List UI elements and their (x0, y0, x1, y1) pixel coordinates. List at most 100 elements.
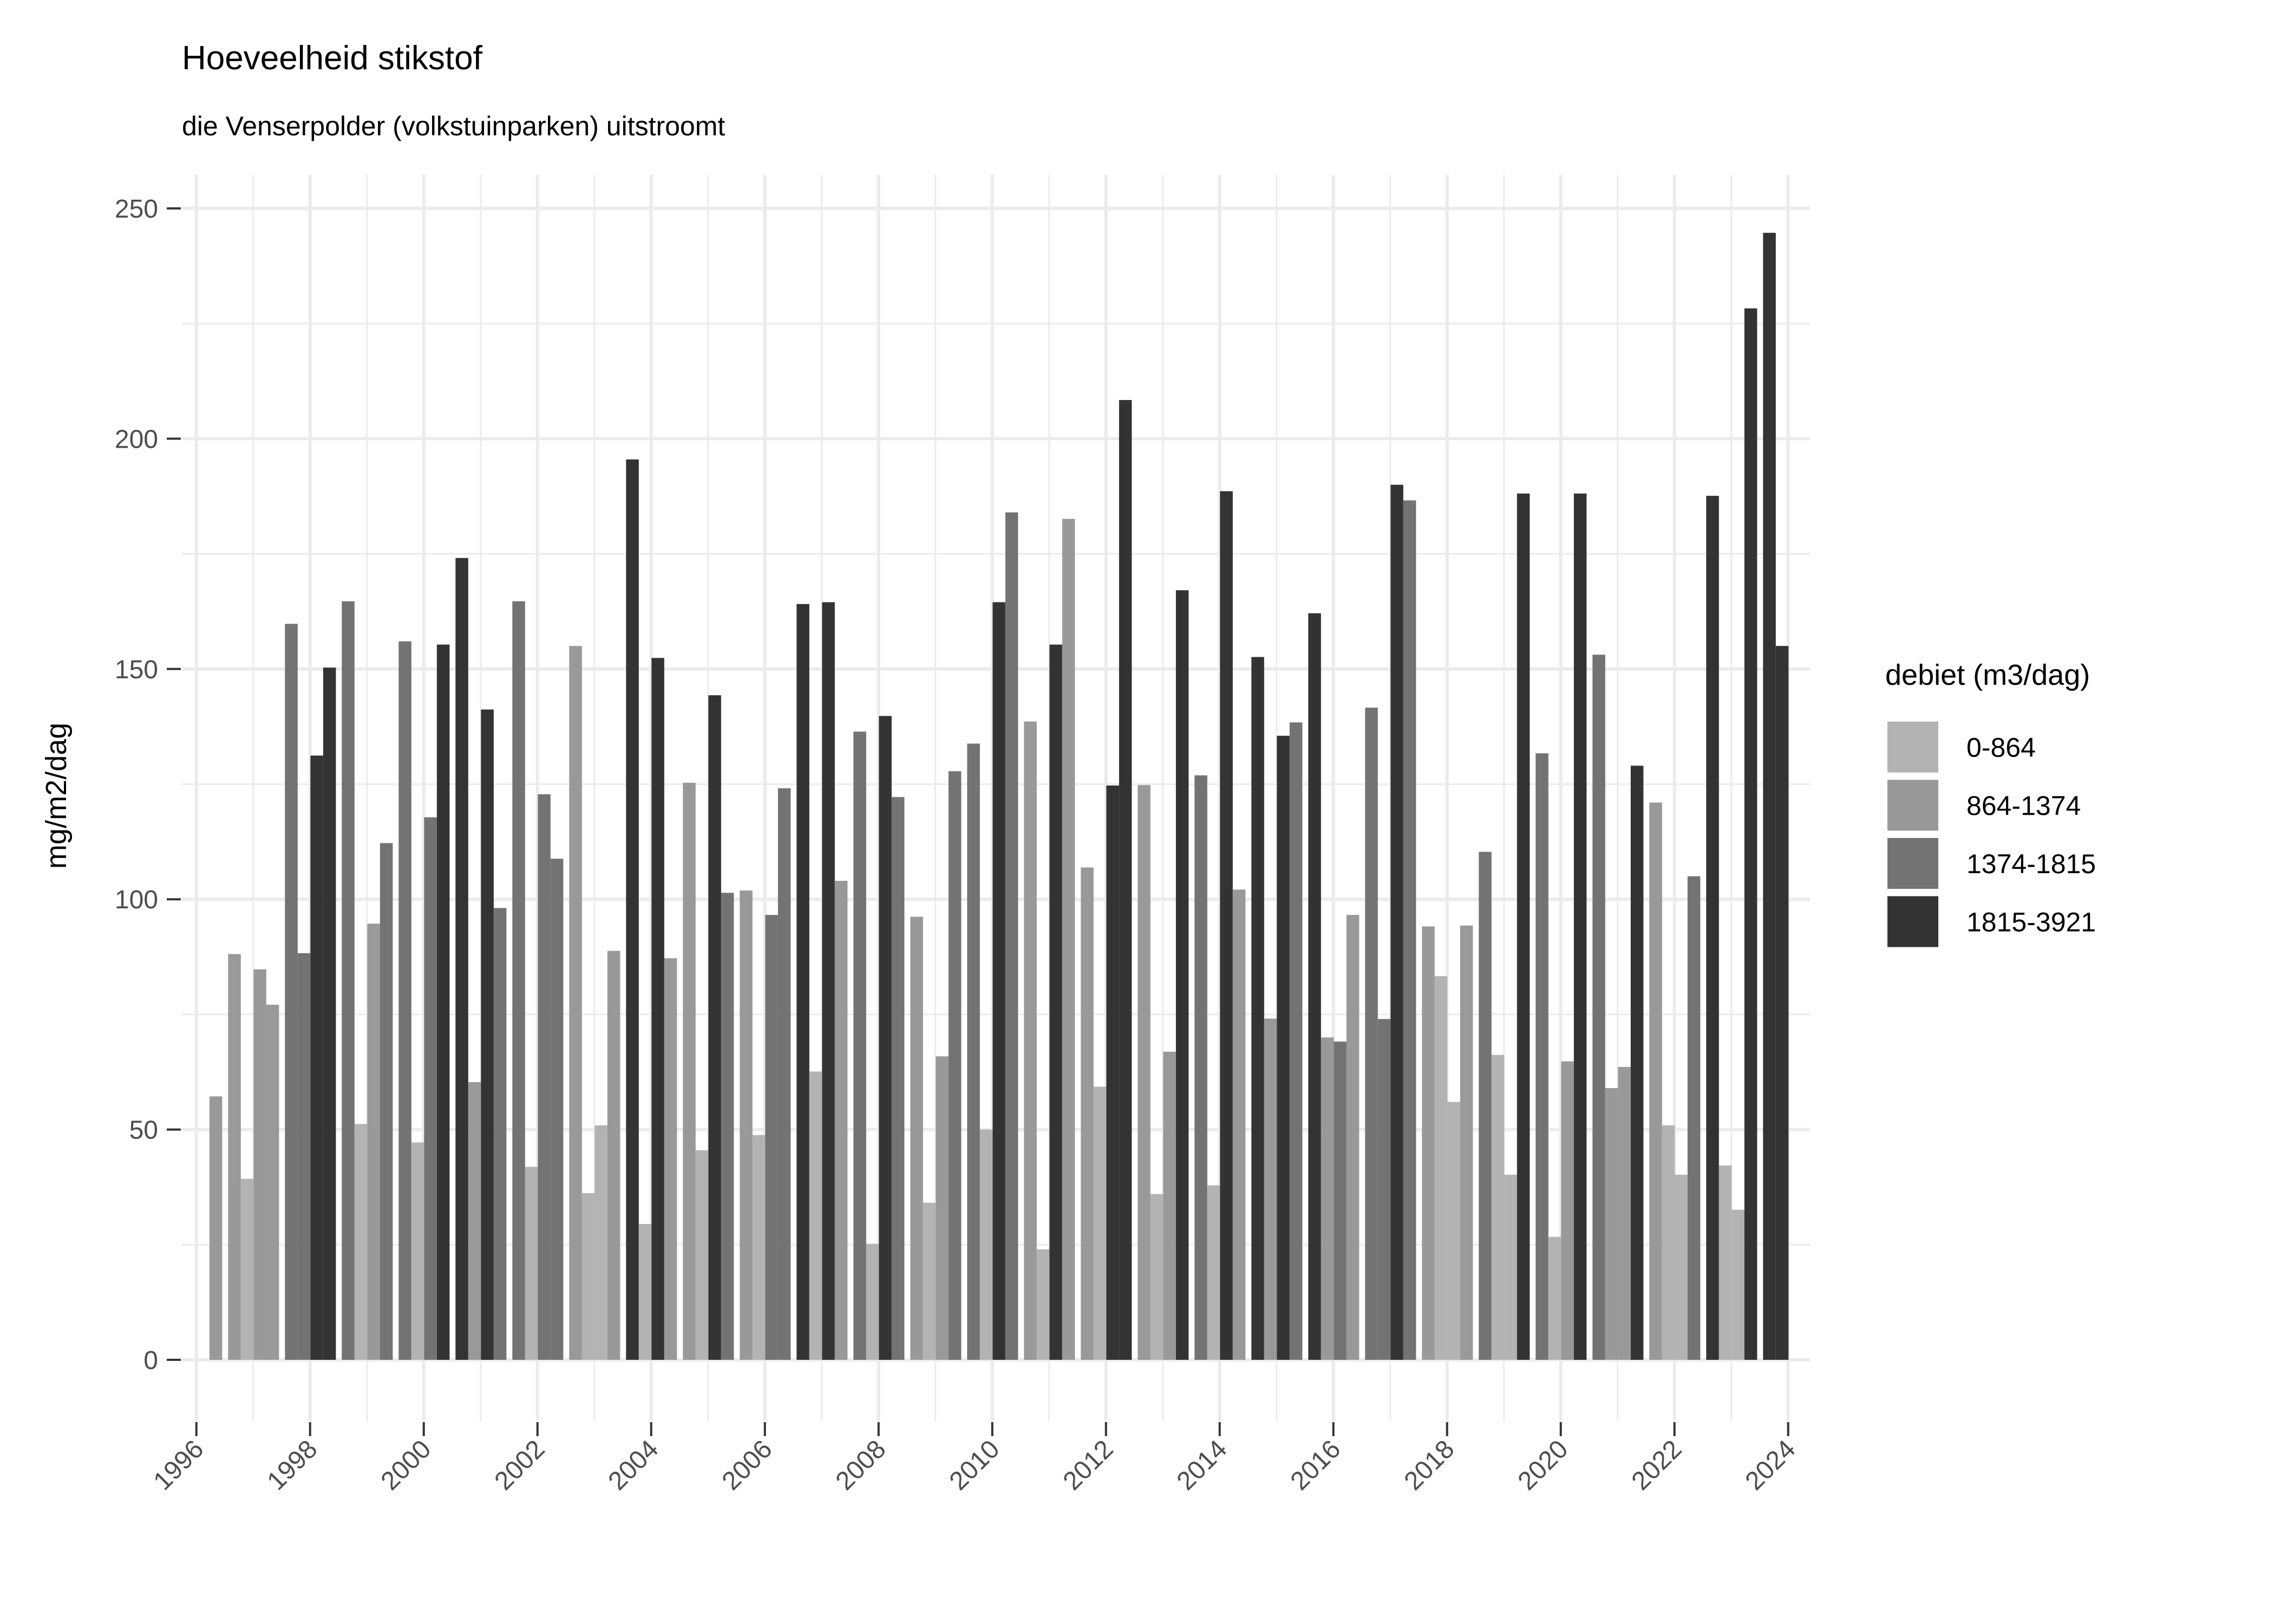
bar (1005, 512, 1018, 1360)
y-tick-label: 100 (115, 886, 158, 914)
bar (1731, 1209, 1744, 1360)
bar (1592, 654, 1605, 1360)
bar (979, 1129, 993, 1360)
x-tick-label: 2012 (1057, 1435, 1119, 1496)
bar (1106, 785, 1119, 1360)
bar (752, 1135, 766, 1360)
chart-title: Hoeveelheid stikstof (182, 40, 483, 77)
bar (891, 797, 905, 1360)
x-tick-label: 2000 (375, 1435, 436, 1496)
bar (1207, 1185, 1220, 1360)
bar (1718, 1165, 1732, 1360)
bar (1605, 1088, 1618, 1360)
bar (1662, 1125, 1675, 1360)
bar (853, 731, 866, 1360)
bar (354, 1124, 368, 1360)
legend-label: 1815-3921 (1966, 907, 2096, 938)
bar (1517, 493, 1530, 1360)
bar (1194, 775, 1207, 1360)
bar (1220, 491, 1233, 1360)
bar (626, 459, 639, 1360)
bar (468, 1082, 481, 1360)
bar (1308, 613, 1321, 1360)
y-tick-label: 50 (129, 1116, 158, 1145)
bar (796, 604, 809, 1360)
bar (1763, 233, 1776, 1360)
bar (683, 782, 696, 1360)
bar (822, 602, 835, 1360)
bar (481, 709, 494, 1360)
x-tick-label: 1996 (148, 1435, 209, 1496)
bar (1138, 785, 1151, 1360)
bar (285, 624, 298, 1360)
bar (228, 954, 241, 1360)
bar (342, 601, 355, 1360)
bar (1775, 646, 1789, 1360)
bar (695, 1150, 709, 1360)
bar (1377, 1019, 1391, 1360)
bar (721, 893, 734, 1360)
bar (209, 1096, 223, 1360)
y-tick-label: 250 (115, 195, 158, 224)
bar (740, 890, 753, 1360)
bar (834, 881, 848, 1360)
bar (936, 1056, 949, 1360)
bar (879, 716, 892, 1360)
bar (310, 755, 323, 1360)
bar (550, 859, 564, 1360)
legend-key (1887, 722, 1938, 772)
bar (398, 641, 411, 1360)
bar (424, 817, 437, 1360)
bar (1573, 493, 1587, 1360)
bar (1036, 1249, 1050, 1360)
bar (1706, 495, 1719, 1360)
bar (581, 1193, 595, 1360)
bar (455, 558, 468, 1360)
bar (1277, 736, 1290, 1360)
x-tick-label: 2006 (716, 1435, 777, 1496)
bar (1649, 802, 1662, 1360)
bar (411, 1142, 424, 1360)
bar (538, 794, 551, 1360)
bar (240, 1178, 254, 1360)
bar (1447, 1102, 1460, 1360)
bar (1062, 519, 1075, 1360)
bar (1618, 1066, 1631, 1360)
x-tick-label: 2014 (1171, 1435, 1232, 1496)
bar (1403, 500, 1416, 1360)
bar (1264, 1018, 1277, 1360)
bar (1321, 1037, 1334, 1360)
bar (1535, 753, 1548, 1360)
bar (525, 1167, 538, 1360)
bar (765, 915, 778, 1360)
y-tick-label: 200 (115, 425, 158, 454)
bar (1289, 722, 1303, 1360)
bar (1163, 1051, 1176, 1360)
bar (967, 743, 980, 1360)
bar (1150, 1194, 1164, 1360)
legend-key (1887, 896, 1938, 947)
bar (1081, 867, 1094, 1360)
bar (910, 916, 923, 1360)
bar (651, 658, 664, 1360)
bar (436, 644, 450, 1360)
bar (493, 908, 507, 1360)
legend-label: 0-864 (1966, 732, 2036, 763)
bar (1744, 308, 1757, 1360)
bar (1460, 925, 1473, 1360)
legend: debiet (m3/dag) 0-864 864-1374 1374-1815 18… (1885, 659, 2096, 947)
bar (569, 646, 582, 1360)
legend-label: 1374-1815 (1966, 849, 2096, 879)
bar (992, 602, 1005, 1360)
bar (809, 1071, 822, 1360)
bar (1232, 889, 1246, 1360)
bar (1548, 1236, 1561, 1360)
chart-subtitle: die Venserpolder (volkstuinparken) uitst… (182, 111, 725, 141)
bar (266, 1005, 279, 1360)
bar (638, 1224, 652, 1360)
legend-key (1887, 780, 1938, 831)
x-tick-label: 2020 (1512, 1435, 1573, 1496)
bar (1093, 1086, 1107, 1360)
x-tick-label: 2008 (830, 1435, 891, 1496)
